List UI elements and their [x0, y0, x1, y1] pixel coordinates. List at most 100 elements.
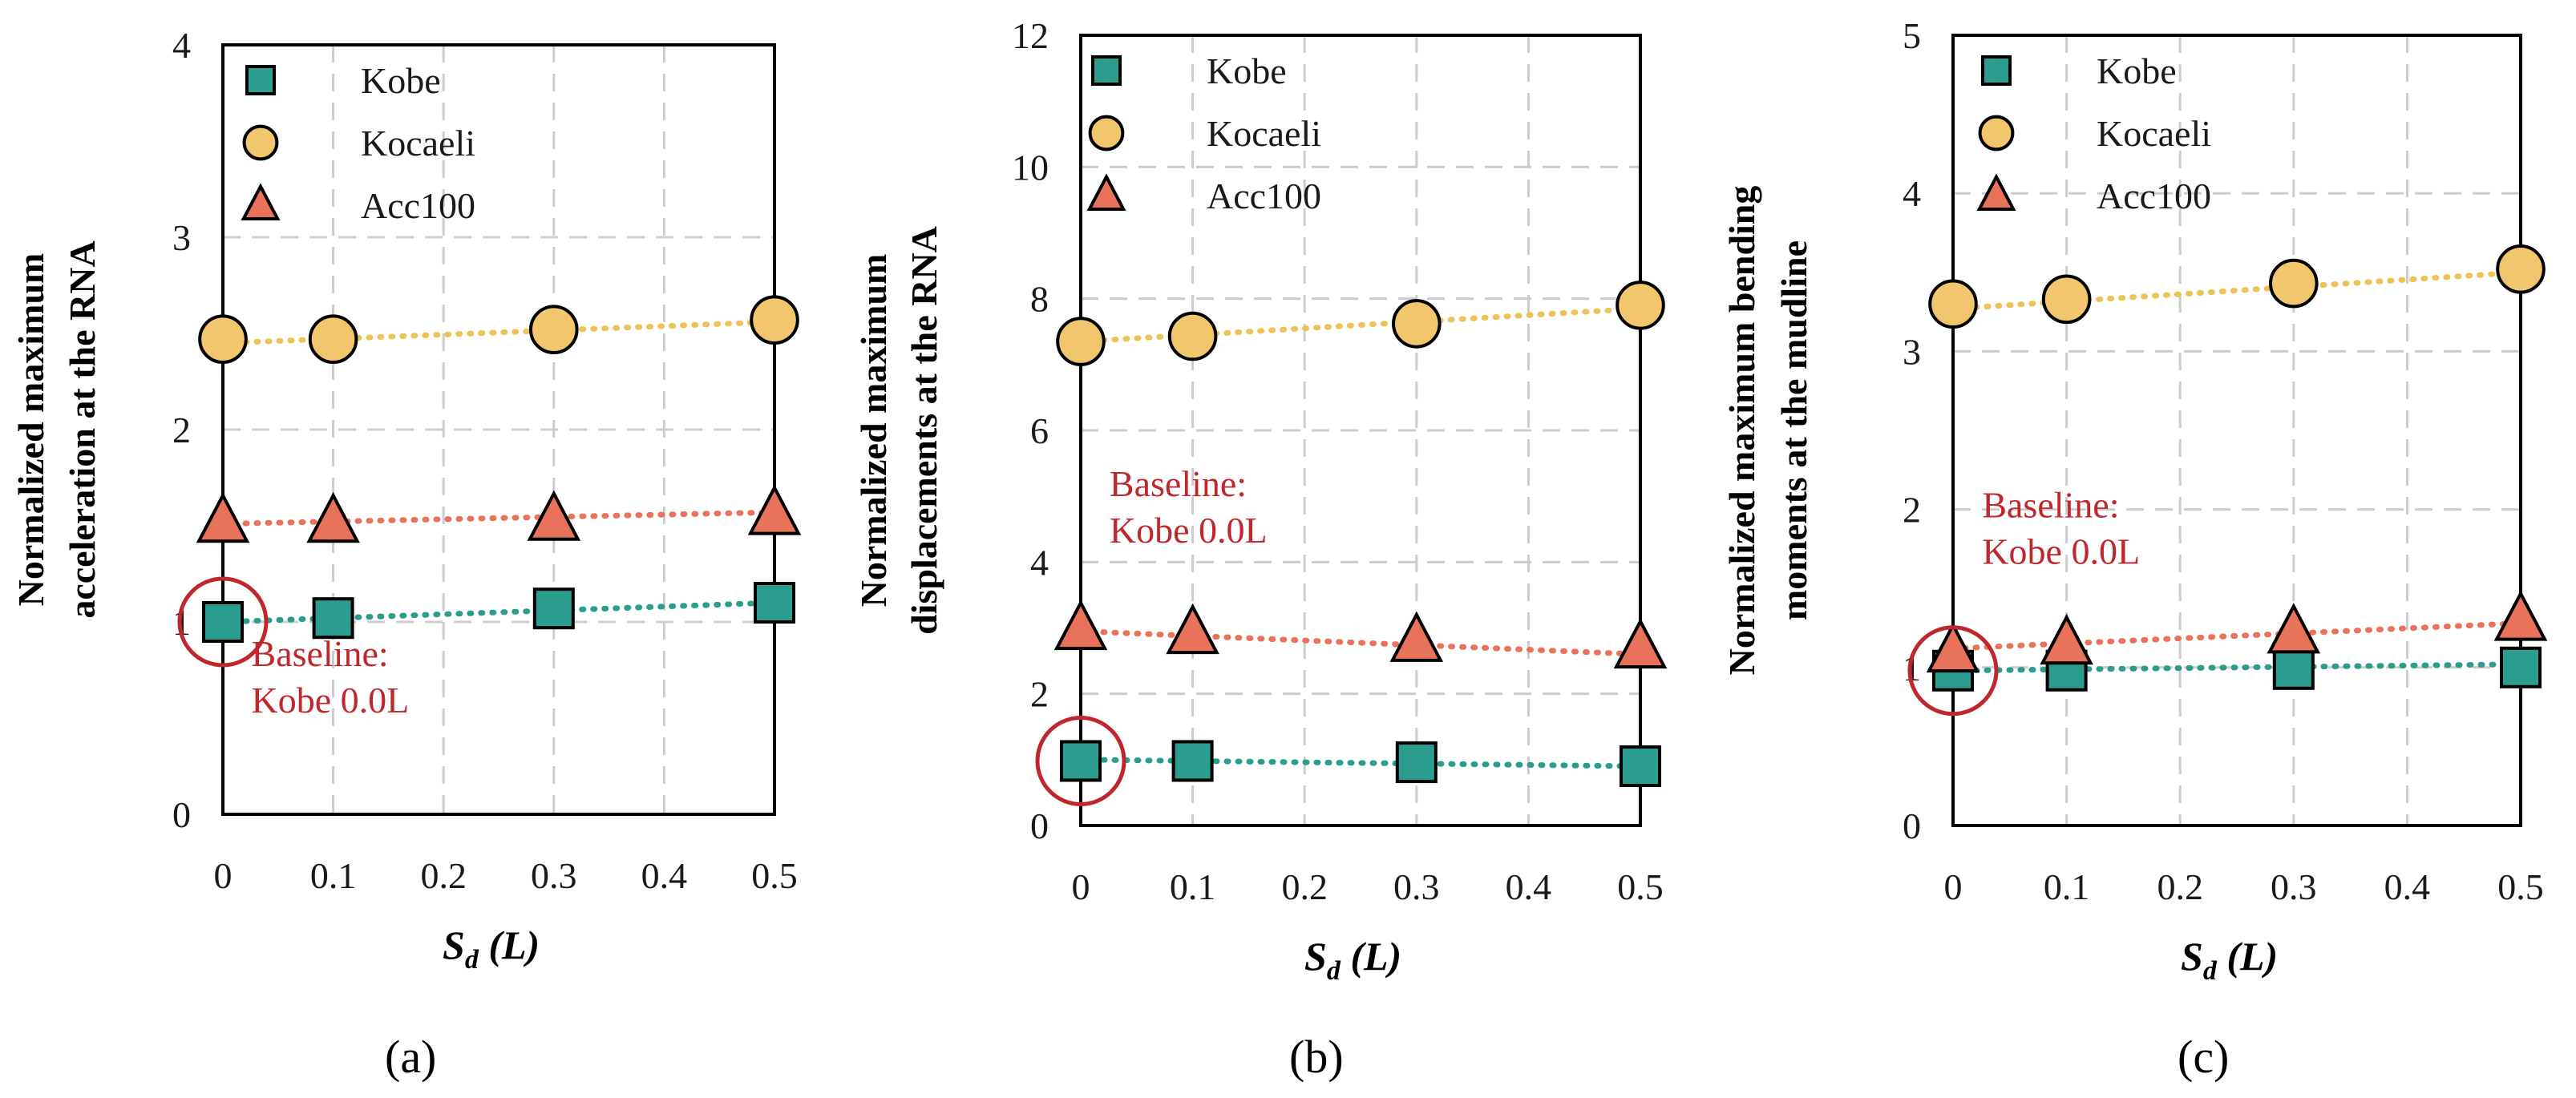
legend-label-kocaeli: Kocaeli	[361, 123, 475, 163]
data-point-acc100	[2493, 590, 2548, 641]
data-point-acc100	[1389, 611, 1444, 662]
y-tick-label: 0	[172, 794, 191, 835]
x-tick-label: 0.4	[1506, 866, 1552, 907]
x-tick-label: 0.1	[310, 855, 357, 896]
data-point-acc100	[2040, 613, 2093, 665]
y-tick-label: 0	[1030, 805, 1049, 846]
y-tick-label: 4	[1030, 542, 1049, 583]
trendline-acc100	[1950, 620, 2524, 652]
data-point-kocaeli	[198, 314, 248, 365]
data-point-acc100	[1613, 617, 1668, 669]
y-axis-label-line: Normalized maximum	[853, 254, 894, 608]
legend-label-kocaeli: Kocaeli	[1207, 113, 1321, 154]
legend-label-acc100: Acc100	[361, 185, 475, 226]
data-point-kobe	[2272, 648, 2315, 690]
x-tick-label: 0	[214, 855, 233, 896]
data-point-kobe	[2500, 646, 2542, 688]
legend-marker-kocaeli	[242, 124, 279, 161]
data-point-kocaeli	[2496, 244, 2546, 294]
panel-label: (a)	[385, 1031, 436, 1083]
panel-label: (b)	[1289, 1031, 1344, 1083]
y-tick-label: 2	[1903, 490, 1921, 531]
data-point-kobe	[1395, 741, 1438, 784]
y-tick-label: 4	[1903, 173, 1921, 214]
y-tick-label: 3	[172, 217, 191, 258]
data-point-kobe	[1060, 740, 1102, 782]
baseline-annotation-text: Baseline:	[252, 633, 389, 674]
baseline-annotation-text: Kobe 0.0L	[1110, 510, 1268, 551]
x-axis-label-subscript: d	[1327, 956, 1341, 986]
x-tick-label: 0.2	[2157, 866, 2203, 907]
data-point-kocaeli	[1167, 311, 1218, 361]
baseline-annotation-text: Kobe 0.0L	[1982, 531, 2140, 571]
data-point-acc100	[1166, 603, 1219, 655]
legend-marker-kobe	[245, 65, 276, 95]
x-axis-label: Sd (L)	[2181, 934, 2278, 986]
data-point-kobe	[532, 587, 575, 630]
data-point-kobe	[1171, 740, 1214, 782]
data-point-kocaeli	[529, 305, 579, 355]
data-point-kocaeli	[1392, 299, 1442, 349]
y-tick-label: 12	[1012, 15, 1049, 56]
baseline-circle	[1035, 715, 1126, 806]
x-tick-label: 0.2	[420, 855, 467, 896]
x-axis-label-subscript: d	[2203, 956, 2218, 986]
x-tick-label: 0.5	[751, 855, 798, 896]
data-point-acc100	[196, 491, 250, 543]
baseline-annotation-text: Baseline:	[1982, 484, 2119, 525]
legend-label-kobe: Kobe	[1207, 50, 1287, 91]
x-tick-label: 0.2	[1281, 866, 1328, 907]
y-axis-label-line: Normalized maximum	[10, 253, 51, 607]
data-point-kobe	[1620, 745, 1661, 788]
legend-label-acc100: Acc100	[1207, 176, 1321, 216]
legend-marker-kobe	[1981, 55, 2012, 86]
plot-frame	[1079, 34, 1642, 827]
x-tick-label: 0.4	[2384, 866, 2431, 907]
data-point-acc100	[306, 491, 360, 543]
trendline-kobe	[1078, 757, 1644, 769]
plot-frame	[1951, 34, 2522, 827]
x-tick-label: 0.5	[1617, 866, 1664, 907]
y-tick-label: 2	[172, 410, 191, 450]
x-tick-label: 0	[1944, 866, 1963, 907]
data-point-kocaeli	[2041, 274, 2092, 325]
x-tick-label: 0.5	[2497, 866, 2544, 907]
data-point-acc100	[2267, 603, 2321, 654]
x-tick-label: 0.3	[1393, 866, 1440, 907]
legend-label-acc100: Acc100	[2097, 176, 2211, 216]
y-tick-label: 2	[1030, 674, 1049, 715]
y-tick-label: 3	[1903, 331, 1921, 372]
trendline-kobe	[220, 599, 778, 625]
data-point-kocaeli	[2269, 258, 2319, 309]
x-axis-label-unit: (L)	[1341, 934, 1401, 979]
baseline-circle	[1907, 625, 1999, 717]
x-axis-label: Sd (L)	[443, 922, 540, 975]
y-tick-label: 5	[1903, 15, 1921, 56]
legend-marker-acc100	[1086, 173, 1126, 211]
data-point-kocaeli	[308, 314, 358, 365]
data-point-acc100	[747, 484, 802, 535]
legend-marker-acc100	[241, 183, 281, 220]
data-point-kobe	[312, 597, 354, 640]
x-tick-label: 0.1	[2044, 866, 2090, 907]
trendline-acc100	[220, 509, 778, 527]
trendline-kocaeli	[220, 319, 778, 346]
data-point-acc100	[527, 490, 581, 541]
x-axis-label: Sd (L)	[1304, 934, 1401, 986]
legend-label-kobe: Kobe	[2097, 50, 2177, 91]
data-point-kobe	[754, 582, 795, 624]
x-tick-label: 0.3	[531, 855, 577, 896]
y-tick-label: 6	[1030, 410, 1049, 451]
baseline-annotation-text: Baseline:	[1110, 463, 1247, 504]
panel-label: (c)	[2178, 1031, 2229, 1083]
x-axis-label-subscript: d	[465, 945, 479, 975]
y-tick-label: 4	[172, 25, 191, 66]
legend-marker-kobe	[1091, 55, 1122, 86]
data-point-kocaeli	[750, 295, 799, 345]
y-axis-label-line: moments at the mudline	[1773, 240, 1814, 620]
data-point-kocaeli	[1616, 281, 1665, 330]
legend-label-kocaeli: Kocaeli	[2097, 113, 2211, 154]
